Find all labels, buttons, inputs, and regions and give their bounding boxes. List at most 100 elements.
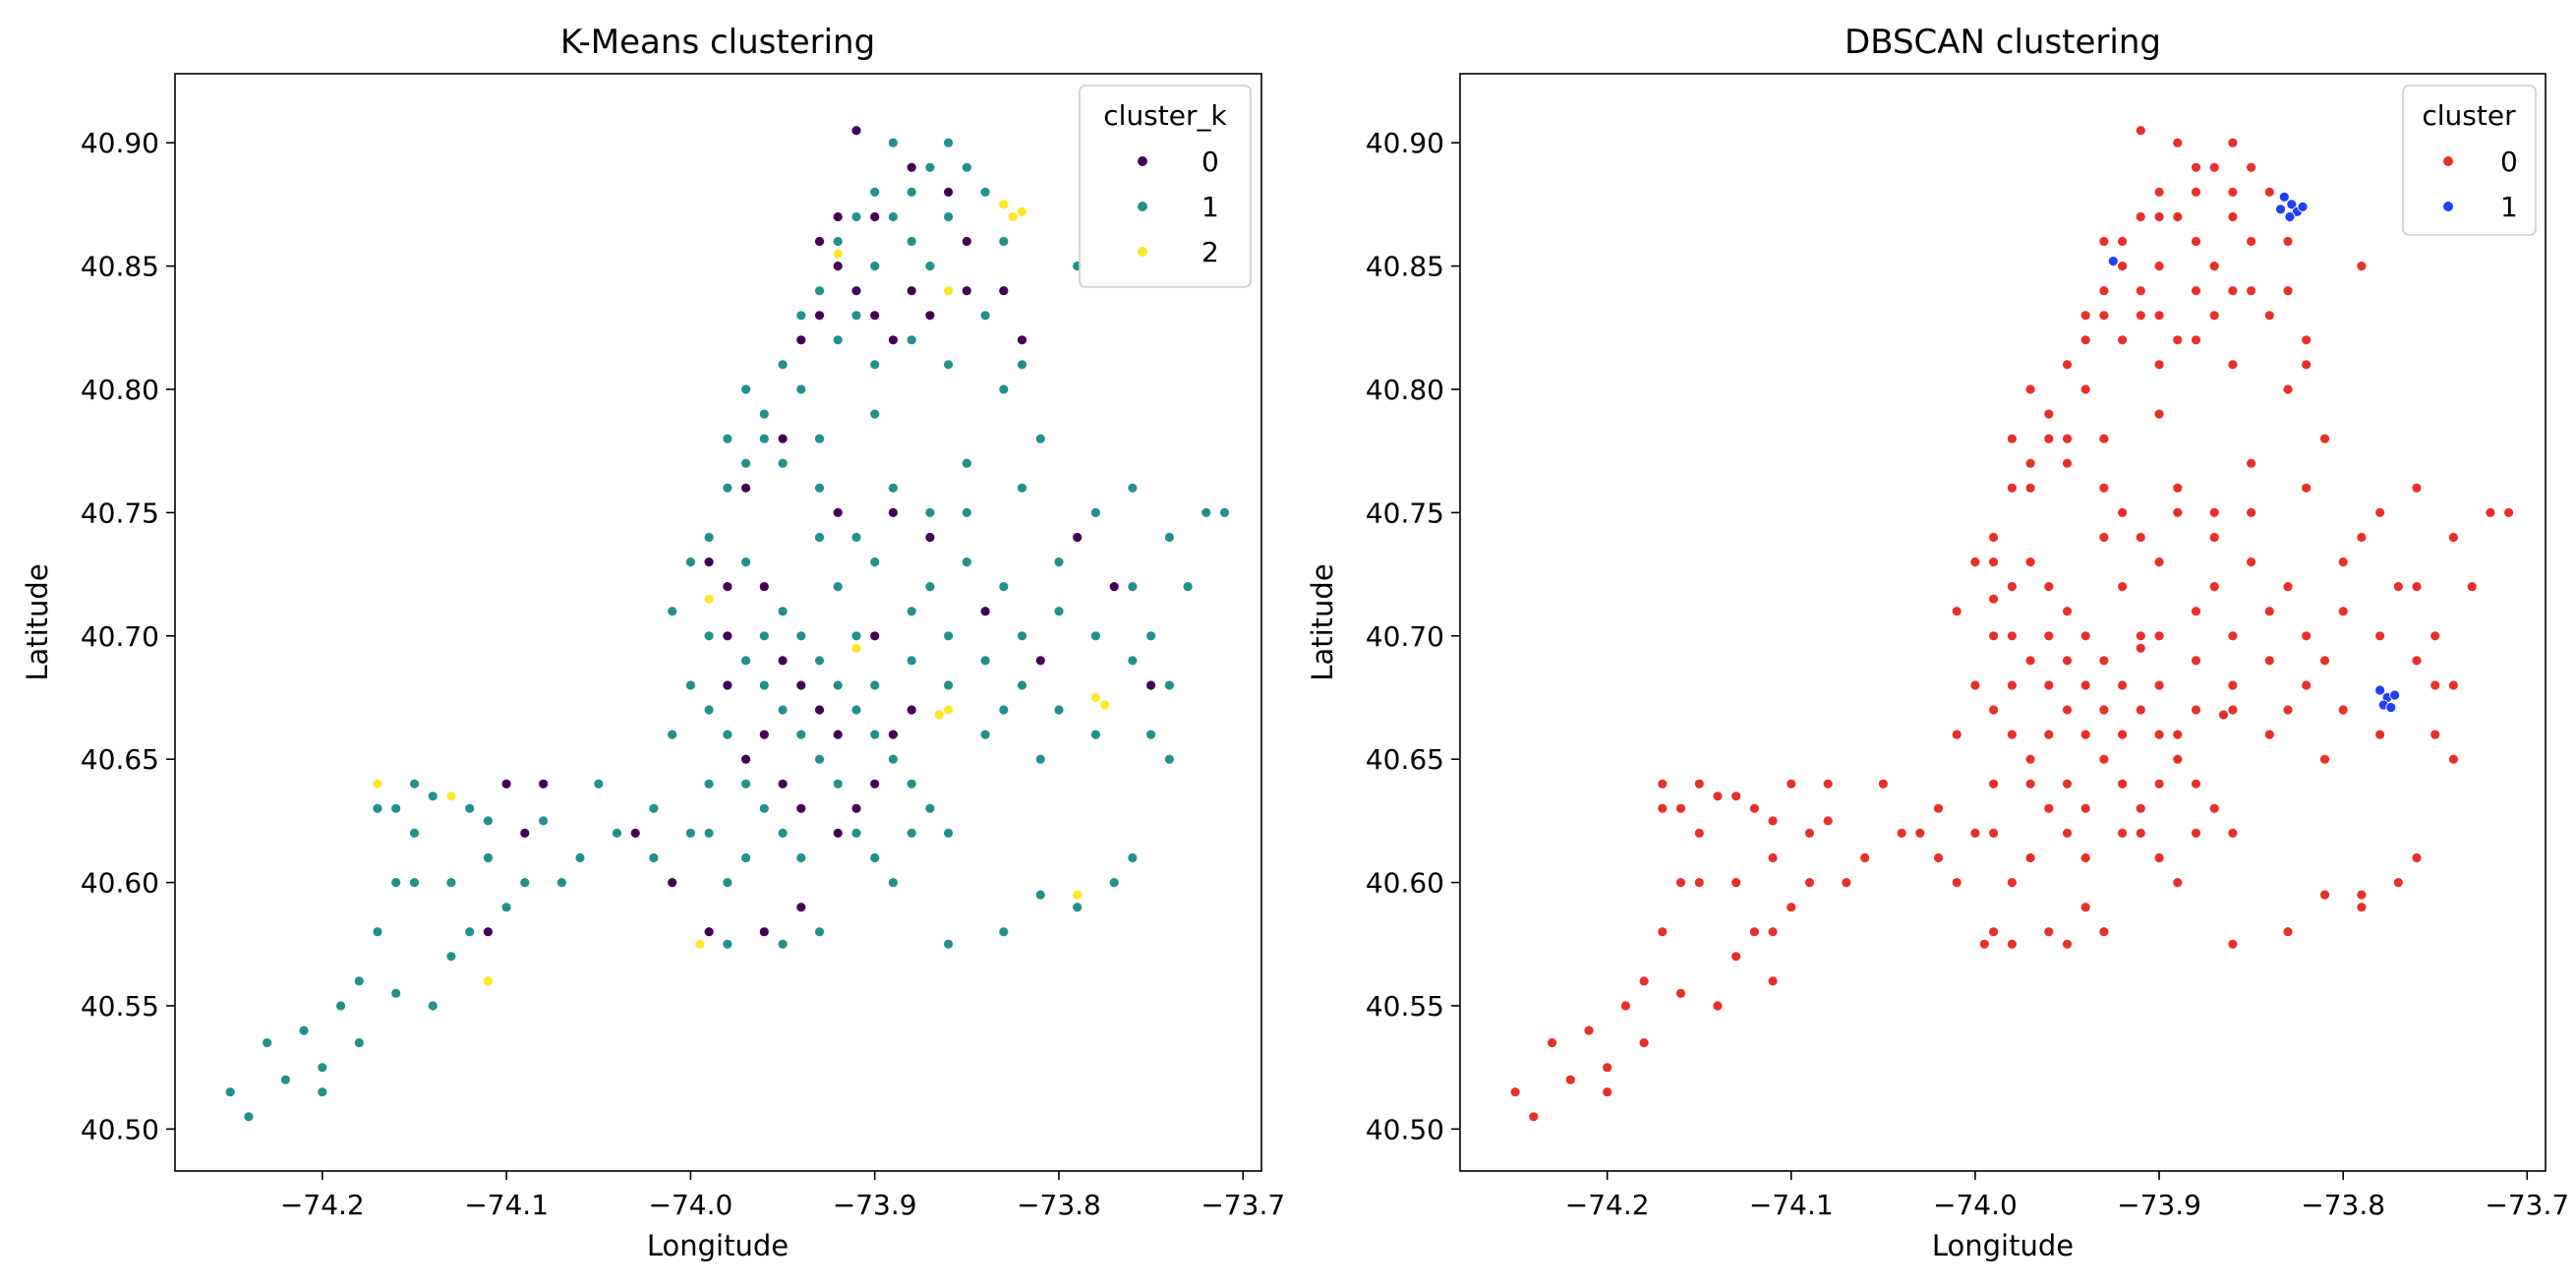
dbscan-point-cluster-0 [2208, 581, 2220, 592]
dbscan-point-cluster-0 [2227, 137, 2239, 148]
kmeans-point-cluster-0 [777, 433, 789, 444]
kmeans-point-cluster-1 [262, 1037, 273, 1048]
dbscan-point-cluster-0 [2043, 433, 2055, 444]
kmeans-point-cluster-0 [924, 532, 936, 543]
dbscan-x-tick-label: −73.7 [2485, 1189, 2569, 1221]
dbscan-point-cluster-0 [2098, 285, 2110, 297]
kmeans-point-cluster-1 [667, 606, 678, 617]
dbscan-point-cluster-0 [2062, 938, 2073, 950]
dbscan-point-cluster-0 [2024, 852, 2036, 863]
dbscan-point-cluster-0 [2117, 507, 2129, 518]
kmeans-point-cluster-0 [1072, 532, 1083, 543]
kmeans-point-cluster-1 [943, 137, 954, 148]
kmeans-point-cluster-1 [814, 926, 825, 938]
kmeans-point-cluster-0 [943, 186, 954, 198]
dbscan-point-cluster-0 [2135, 125, 2146, 137]
dbscan-point-cluster-0 [2043, 802, 2055, 814]
kmeans-point-cluster-1 [1145, 729, 1156, 740]
dbscan-point-cluster-0 [2024, 383, 2036, 395]
dbscan-point-cluster-0 [2062, 606, 2073, 617]
dbscan-point-cluster-0 [2172, 137, 2184, 148]
kmeans-point-cluster-1 [943, 359, 954, 371]
dbscan-point-cluster-0 [2263, 186, 2275, 198]
kmeans-point-cluster-1 [390, 802, 402, 814]
kmeans-point-cluster-1 [998, 704, 1010, 716]
kmeans-point-cluster-1 [279, 1074, 291, 1085]
dbscan-point-cluster-0 [2208, 310, 2220, 322]
kmeans-point-cluster-1 [814, 655, 825, 667]
dbscan-point-cluster-0 [2172, 507, 2184, 518]
kmeans-point-cluster-0 [795, 902, 807, 913]
dbscan-point-cluster-0 [2282, 236, 2294, 247]
dbscan-point-cluster-1 [2389, 689, 2401, 701]
dbscan-point-cluster-0 [2263, 729, 2275, 740]
kmeans-point-cluster-1 [943, 211, 954, 222]
kmeans-point-cluster-1 [814, 285, 825, 297]
dbscan-point-cluster-0 [1749, 802, 1760, 814]
dbscan-point-cluster-0 [1988, 828, 1999, 839]
kmeans-point-cluster-1 [390, 877, 402, 888]
kmeans-point-cluster-1 [445, 877, 457, 888]
kmeans-point-cluster-1 [869, 729, 881, 740]
dbscan-point-cluster-0 [2135, 642, 2146, 654]
kmeans-x-tick-label: −74.1 [464, 1189, 549, 1221]
dbscan-point-cluster-0 [1547, 1037, 1557, 1048]
kmeans-legend-marker-2 [1138, 247, 1147, 257]
dbscan-point-cluster-0 [2218, 709, 2229, 721]
kmeans-point-cluster-0 [740, 753, 751, 765]
dbscan-point-cluster-0 [2062, 704, 2073, 716]
dbscan-point-cluster-0 [1638, 1037, 1650, 1048]
dbscan-point-cluster-0 [2208, 507, 2220, 518]
kmeans-point-cluster-1 [703, 704, 715, 716]
kmeans-point-cluster-1 [1034, 433, 1046, 444]
kmeans-point-cluster-1 [832, 679, 844, 691]
kmeans-point-cluster-1 [943, 828, 954, 839]
dbscan-point-cluster-0 [2246, 285, 2257, 297]
dbscan-point-cluster-0 [2117, 679, 2129, 691]
kmeans-legend-label-2: 2 [1201, 236, 1219, 268]
dbscan-point-cluster-0 [1583, 1024, 1595, 1036]
kmeans-point-cluster-0 [740, 482, 751, 494]
kmeans-point-cluster-0 [832, 261, 844, 272]
dbscan-point-cluster-0 [2153, 679, 2165, 691]
dbscan-point-cluster-0 [2062, 778, 2073, 789]
kmeans-point-cluster-1 [482, 815, 494, 827]
kmeans-point-cluster-1 [906, 186, 917, 198]
dbscan-point-cluster-0 [2319, 655, 2330, 667]
dbscan-x-tick-label: −73.9 [2117, 1189, 2201, 1221]
dbscan-point-cluster-0 [2135, 285, 2146, 297]
kmeans-point-cluster-1 [1127, 655, 1139, 667]
kmeans-point-cluster-0 [961, 236, 972, 247]
kmeans-legend: cluster_k 0 1 2 [1079, 85, 1252, 288]
dbscan-point-cluster-0 [2153, 778, 2165, 789]
dbscan-point-cluster-0 [2043, 926, 2055, 938]
dbscan-point-cluster-0 [2153, 186, 2165, 198]
kmeans-point-cluster-1 [1164, 532, 1175, 543]
dbscan-point-cluster-0 [2374, 630, 2386, 642]
dbscan-point-cluster-0 [2024, 457, 2036, 469]
kmeans-point-cluster-1 [888, 753, 899, 765]
dbscan-point-cluster-0 [2246, 236, 2257, 247]
dbscan-point-cluster-0 [2191, 606, 2201, 617]
kmeans-point-cluster-0 [482, 926, 494, 938]
kmeans-point-cluster-1 [1017, 630, 1027, 642]
dbscan-point-cluster-0 [2098, 753, 2110, 765]
dbscan-point-cluster-0 [1933, 802, 1944, 814]
kmeans-point-cluster-1 [1127, 482, 1139, 494]
dbscan-point-cluster-0 [1951, 606, 1962, 617]
kmeans-point-cluster-0 [629, 828, 641, 839]
kmeans-y-tick-label: 40.55 [81, 990, 159, 1023]
dbscan-point-cluster-0 [2062, 655, 2073, 667]
dbscan-point-cluster-0 [2282, 285, 2294, 297]
dbscan-point-cluster-0 [2301, 334, 2313, 346]
dbscan-point-cluster-0 [2172, 729, 2184, 740]
kmeans-x-tick-label: −73.9 [833, 1189, 917, 1221]
kmeans-point-cluster-1 [961, 556, 972, 567]
dbscan-legend-box [2402, 85, 2537, 236]
kmeans-point-cluster-1 [1017, 482, 1027, 494]
kmeans-point-cluster-0 [722, 581, 733, 592]
dbscan-point-cluster-0 [2447, 753, 2459, 765]
dbscan-x-ticks: −74.2 −74.1 −74.0 −73.9 −73.8 −73.7 [1565, 1171, 2569, 1221]
dbscan-point-cluster-0 [2153, 211, 2165, 222]
kmeans-point-cluster-1 [298, 1024, 310, 1036]
